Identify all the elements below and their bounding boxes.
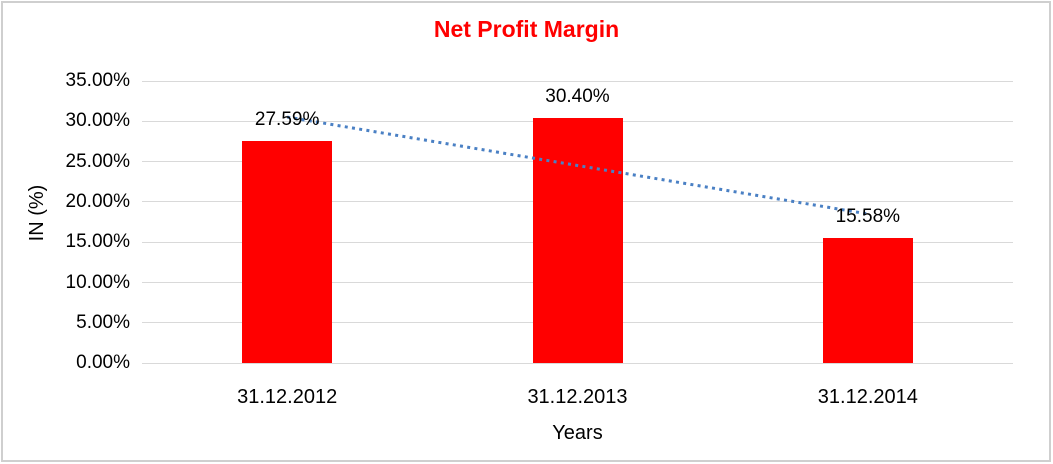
y-axis-tick-label: 20.00%: [65, 190, 130, 212]
bar: [242, 140, 333, 364]
y-axis-tick-label: 0.00%: [76, 352, 130, 374]
bar: [822, 237, 913, 364]
bar: [532, 118, 623, 364]
x-axis-tick-label: 31.12.2012: [237, 386, 338, 409]
y-gridline: [142, 80, 1013, 82]
y-axis-tick-label: 10.00%: [65, 271, 130, 293]
y-axis-tick-label: 5.00%: [76, 311, 130, 333]
x-axis-tick-label: 31.12.2014: [817, 386, 918, 409]
bar-data-label: 27.59%: [254, 108, 320, 130]
y-axis-tick-label: 35.00%: [65, 70, 130, 91]
y-axis-tick-label: 30.00%: [65, 110, 130, 132]
x-axis-title: Years: [552, 422, 603, 444]
chart-title: Net Profit Margin: [433, 16, 620, 42]
y-axis-tick-label: 15.00%: [65, 231, 130, 253]
bar-data-label: 30.40%: [545, 86, 610, 108]
y-gridline: [142, 362, 1013, 364]
y-axis-tick-label: 25.00%: [65, 150, 130, 172]
bar-data-label: 15.58%: [835, 205, 901, 227]
x-axis-tick-label: 31.12.2013: [527, 386, 628, 409]
